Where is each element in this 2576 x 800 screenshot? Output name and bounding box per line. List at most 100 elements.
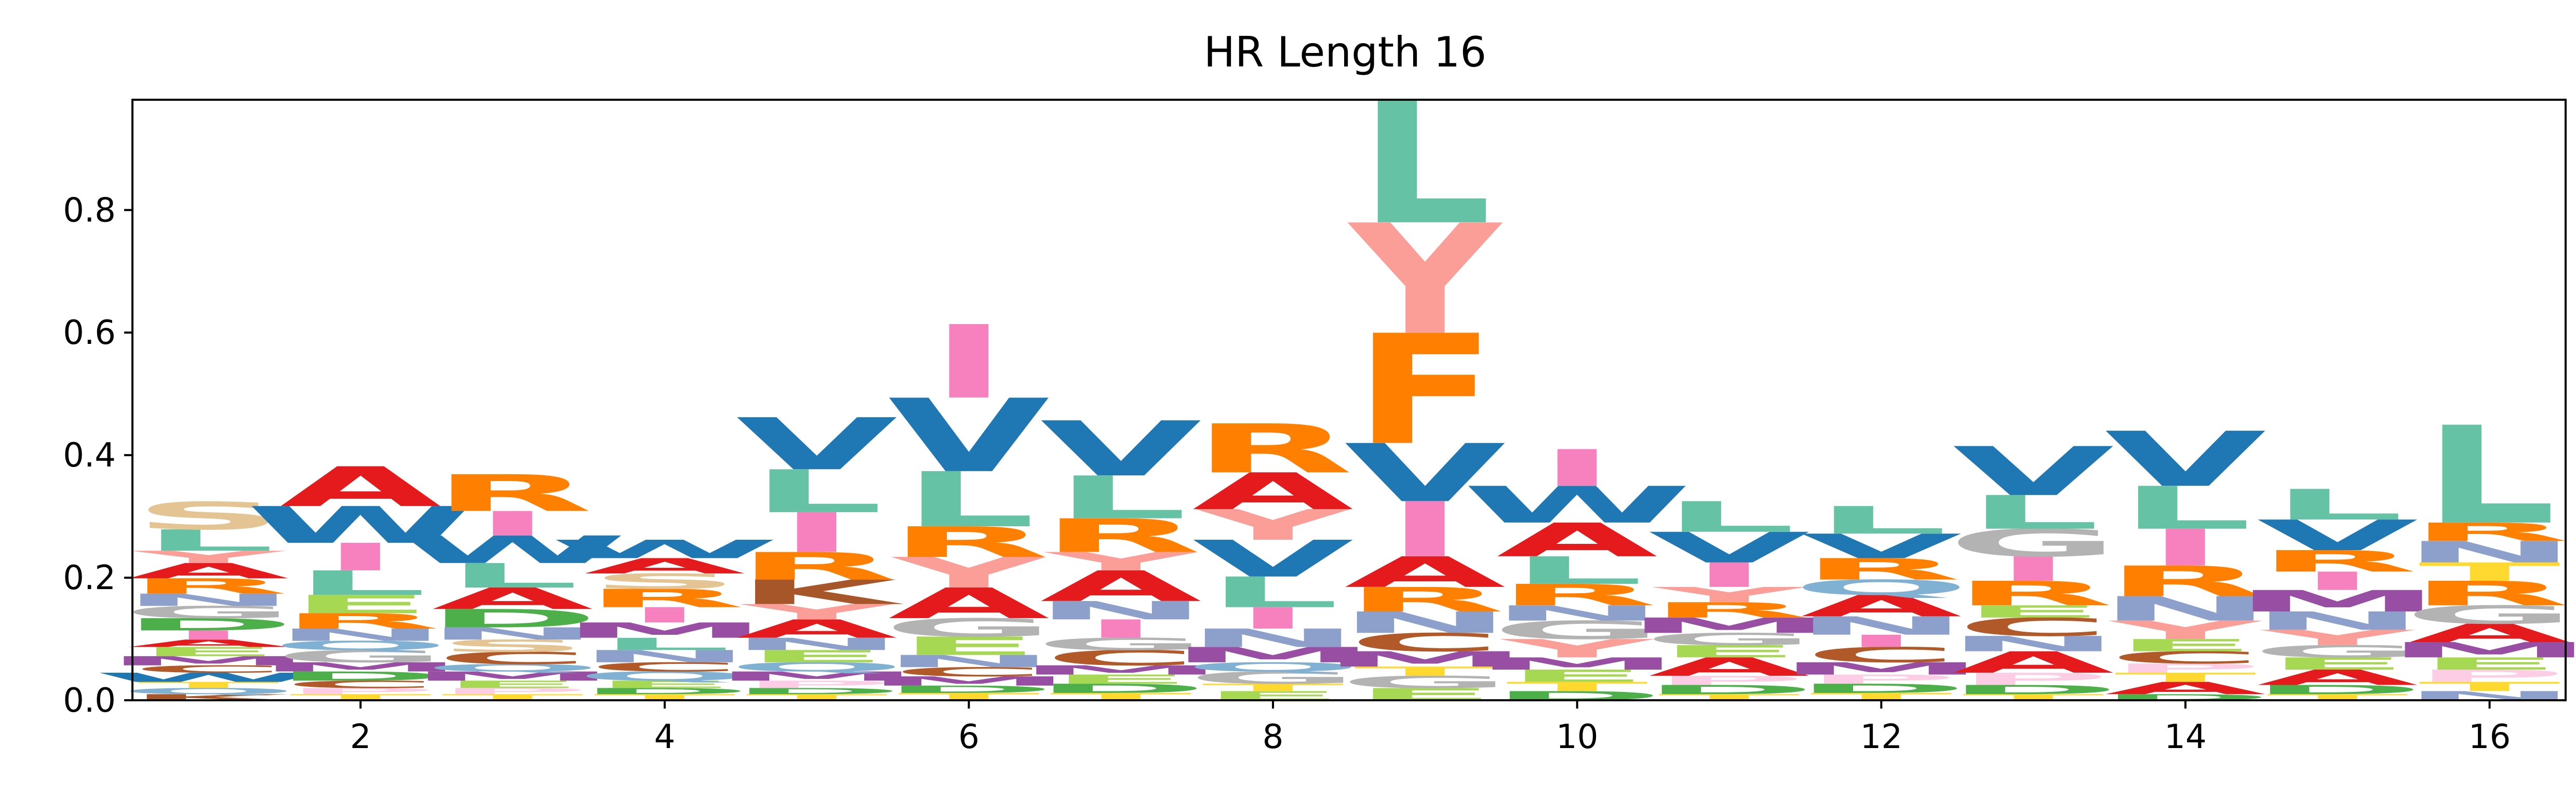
logo-letter: R bbox=[1497, 578, 1657, 612]
y-tick-label: 0.0 bbox=[63, 682, 116, 720]
logo-letter: T bbox=[1506, 679, 1649, 694]
logo-letter: R bbox=[1649, 598, 1809, 622]
logo-letter: I bbox=[1082, 615, 1160, 644]
logo-letter: Y bbox=[1042, 547, 1199, 576]
logo-letter: L bbox=[1359, 66, 1492, 262]
chart-title: HR Length 16 bbox=[1204, 28, 1486, 76]
logo-letter: E bbox=[745, 647, 888, 666]
logo-letter: D bbox=[2251, 683, 2424, 697]
logo-letter: I bbox=[626, 603, 703, 628]
logo-letter: I bbox=[474, 504, 551, 543]
logo-letter: C bbox=[284, 678, 437, 690]
logo-letter: G bbox=[275, 647, 446, 666]
logo-letter: V bbox=[2105, 416, 2268, 504]
logo-letter: L bbox=[598, 634, 731, 654]
logo-letter: L bbox=[1815, 499, 1948, 543]
logo-letter: G bbox=[2252, 642, 2423, 662]
logo-letter: V bbox=[1040, 406, 1203, 494]
logo-letter: A bbox=[128, 559, 291, 583]
x-axis: 2 4 6 8 10 12 14 16 bbox=[350, 700, 2511, 756]
logo-letter: N bbox=[2403, 535, 2576, 569]
logo-letter: G bbox=[1187, 668, 1359, 688]
logo-letter: Y bbox=[1194, 501, 1350, 550]
logo-letter: C bbox=[132, 663, 285, 675]
logo-letter: L bbox=[2271, 481, 2404, 529]
logo-letter: A bbox=[2409, 619, 2572, 648]
logo-letter: P bbox=[1805, 672, 1957, 687]
logo-letter: S bbox=[589, 569, 740, 594]
logo-letter: G bbox=[883, 614, 1055, 643]
logo-letter: E bbox=[1506, 666, 1648, 686]
logo-letter: A bbox=[128, 637, 291, 649]
logo-letter: M bbox=[1473, 654, 1681, 674]
logo-letter: Q bbox=[728, 660, 905, 674]
logo-letter: I bbox=[1234, 602, 1311, 636]
logo-letter: I bbox=[930, 304, 1008, 422]
logo-letter: T bbox=[2419, 679, 2562, 694]
x-tick-label: 6 bbox=[958, 718, 980, 756]
logo-letter: V bbox=[1953, 433, 2116, 511]
logo-letter: M bbox=[409, 669, 616, 684]
logo-letter: R bbox=[1953, 574, 2114, 613]
logo-letter: L bbox=[294, 564, 427, 603]
logo-letter: L bbox=[142, 524, 275, 558]
logo-letter: C bbox=[588, 660, 741, 674]
logo-letter: P bbox=[436, 686, 589, 696]
logo-letter: P bbox=[2413, 666, 2566, 686]
logo-letter: N bbox=[1794, 611, 1968, 641]
logo-letter: V bbox=[736, 403, 899, 486]
logo-letter: A bbox=[1648, 652, 1812, 682]
y-tick-label: 0.8 bbox=[63, 191, 116, 230]
logo-letter: M bbox=[2234, 584, 2441, 618]
logo-letter: R bbox=[1345, 580, 1505, 619]
logo-letter: R bbox=[280, 609, 441, 634]
logo-letter: M bbox=[257, 660, 464, 674]
logo-letter: A bbox=[1192, 462, 1356, 521]
logo-letter: N bbox=[1034, 596, 1208, 625]
logo-letter: M bbox=[865, 674, 1073, 688]
logo-letter: N bbox=[2250, 607, 2425, 636]
logo-letter: T bbox=[2114, 670, 2258, 685]
logo-letter: A bbox=[432, 582, 595, 616]
plot-area: KQTWCMEAIDGNRAYLSTPCDMGQNRELIWATPEMQCSND… bbox=[93, 66, 2576, 704]
x-tick-label: 8 bbox=[1263, 718, 1284, 756]
logo-letter: V bbox=[888, 378, 1051, 495]
x-tick-label: 16 bbox=[2468, 718, 2511, 756]
logo-letter: G bbox=[1492, 616, 1663, 645]
logo-letter: E bbox=[441, 678, 584, 690]
logo-letter: C bbox=[2109, 648, 2262, 668]
logo-letter: Q bbox=[424, 662, 601, 674]
logo-letter: I bbox=[1843, 632, 1920, 651]
x-tick-label: 12 bbox=[1860, 718, 1902, 756]
logo-letter: L bbox=[1663, 493, 1796, 542]
logo-letter: N bbox=[730, 634, 904, 654]
logo-letter: R bbox=[736, 544, 897, 589]
logo-letter: C bbox=[1044, 646, 1198, 670]
x-tick-label: 4 bbox=[654, 718, 675, 756]
logo-letter: Q bbox=[576, 669, 753, 684]
logo-letter: V bbox=[1192, 530, 1356, 589]
logo-letter: R bbox=[128, 574, 289, 598]
logo-letter: R bbox=[432, 464, 593, 523]
logo-letter: L bbox=[1206, 568, 1339, 617]
logo-letter: G bbox=[2404, 601, 2575, 630]
logo-letter: A bbox=[888, 579, 1051, 628]
y-axis: 0.0 0.2 0.4 0.6 0.8 bbox=[63, 191, 132, 720]
logo-letter: C bbox=[892, 665, 1045, 679]
logo-letter: C bbox=[1349, 628, 1502, 657]
logo-letter: A bbox=[584, 554, 747, 578]
logo-letter: A bbox=[736, 615, 899, 644]
logo-letter: I bbox=[170, 628, 247, 643]
logo-letter: T bbox=[2419, 557, 2562, 586]
logo-letter: A bbox=[1496, 513, 1659, 567]
logo-letter: L bbox=[446, 556, 579, 595]
logo-letter: I bbox=[322, 536, 399, 580]
logo-letter: L bbox=[1054, 464, 1187, 532]
y-tick-label: 0.2 bbox=[63, 559, 116, 597]
logo-letter: Y bbox=[1498, 634, 1655, 663]
logo-letter: M bbox=[2386, 638, 2576, 662]
logo-letter: D bbox=[1947, 683, 2119, 697]
logo-letter: T bbox=[137, 680, 280, 690]
logo-letter: N bbox=[1946, 632, 2121, 656]
